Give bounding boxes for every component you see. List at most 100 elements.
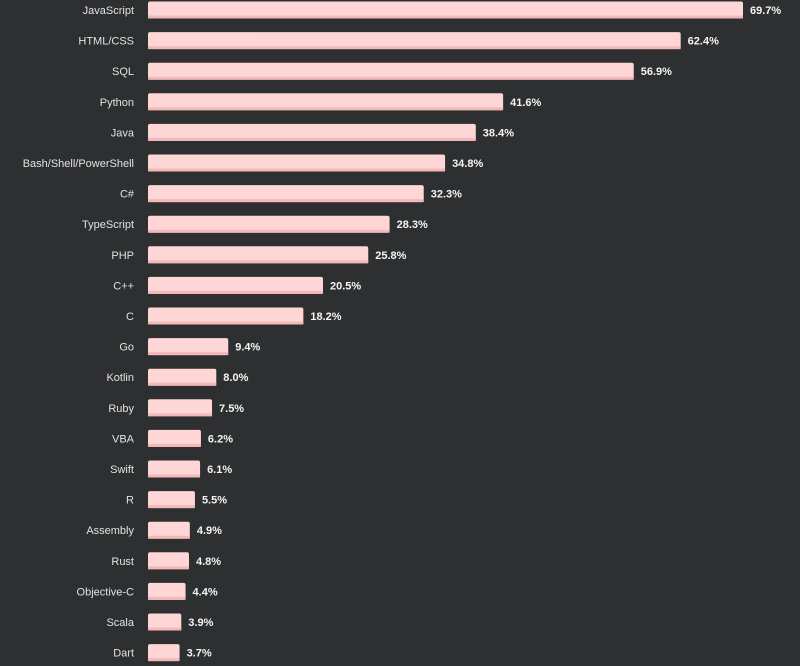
bar-row: C 18.2% [126, 307, 342, 325]
category-label: JavaScript [83, 5, 134, 17]
value-label: 69.7% [750, 5, 781, 17]
bar [148, 276, 323, 294]
bar [148, 123, 476, 141]
category-label: Python [100, 97, 134, 109]
bar [148, 246, 369, 264]
bar-shadow [148, 229, 390, 233]
bar [148, 215, 390, 233]
bar-row: Python 41.6% [100, 93, 542, 111]
bar-shadow [148, 137, 476, 141]
bar-shadow [148, 474, 201, 478]
bar-shadow [148, 382, 217, 386]
bar-shadow [148, 260, 369, 264]
bar-row: JavaScript 69.7% [83, 1, 781, 19]
category-label: Dart [113, 648, 134, 660]
category-label: SQL [112, 66, 134, 78]
bar-row: Bash/Shell/PowerShell 34.8% [23, 154, 483, 172]
bars-layer: JavaScript 69.7% HTML/CSS 62.4% SQL 56.9% Pyth… [23, 1, 781, 662]
bar-row: Java 38.4% [111, 123, 514, 141]
bar-shadow [148, 658, 180, 662]
bar-shadow [148, 505, 195, 509]
category-label: C# [120, 189, 135, 201]
bar-row: SQL 56.9% [112, 62, 672, 80]
value-label: 7.5% [219, 403, 244, 415]
bar [148, 62, 634, 80]
value-label: 25.8% [375, 250, 406, 262]
value-label: 34.8% [452, 158, 483, 170]
bar-shadow [148, 46, 681, 50]
bar [148, 491, 195, 509]
value-label: 56.9% [641, 66, 672, 78]
bar [148, 338, 229, 356]
bar-row: C++ 20.5% [113, 276, 361, 294]
bar-shadow [148, 76, 634, 80]
bar-shadow [148, 535, 190, 539]
bar-shadow [148, 199, 424, 203]
value-label: 20.5% [330, 280, 361, 292]
bar-row: Assembly 4.9% [86, 521, 222, 539]
value-label: 6.2% [208, 433, 233, 445]
bar-row: PHP 25.8% [111, 246, 407, 264]
value-label: 4.4% [193, 586, 218, 598]
category-label: Swift [110, 464, 134, 476]
bar [148, 368, 217, 386]
value-label: 62.4% [688, 36, 719, 48]
bar-row: Kotlin 8.0% [106, 368, 249, 386]
category-label: TypeScript [82, 219, 134, 231]
bar [148, 613, 182, 631]
bar-row: TypeScript 28.3% [82, 215, 428, 233]
category-label: C++ [113, 280, 134, 292]
bar-row: Go 9.4% [119, 338, 261, 356]
bar-shadow [148, 596, 186, 600]
value-label: 9.4% [235, 342, 260, 354]
bar-row: Ruby 7.5% [108, 399, 244, 417]
category-label: R [126, 495, 134, 507]
bar-shadow [148, 352, 229, 356]
bar-row: VBA 6.2% [112, 429, 233, 447]
bar-shadow [148, 627, 182, 631]
category-label: HTML/CSS [78, 36, 134, 48]
bar [148, 307, 304, 325]
bar-shadow [148, 443, 201, 447]
bar-shadow [148, 566, 189, 570]
bar [148, 185, 424, 203]
bar-row: Rust 4.8% [111, 552, 221, 570]
value-label: 6.1% [207, 464, 232, 476]
value-label: 3.7% [187, 648, 212, 660]
category-label: Assembly [86, 525, 134, 537]
bar-row: Swift 6.1% [110, 460, 232, 478]
category-label: PHP [111, 250, 134, 262]
category-label: Scala [106, 617, 134, 629]
bar [148, 32, 681, 50]
bar [148, 582, 186, 600]
bar-shadow [148, 321, 304, 325]
bar-row: HTML/CSS 62.4% [78, 32, 719, 50]
value-label: 5.5% [202, 495, 227, 507]
bar [148, 552, 189, 570]
value-label: 32.3% [431, 189, 462, 201]
category-label: Go [119, 342, 134, 354]
bar [148, 521, 190, 539]
bar [148, 154, 446, 172]
bar-row: Dart 3.7% [113, 644, 212, 662]
bar-shadow [148, 107, 504, 111]
value-label: 38.4% [483, 127, 514, 139]
category-label: Ruby [108, 403, 134, 415]
value-label: 18.2% [310, 311, 341, 323]
bar [148, 1, 743, 19]
value-label: 28.3% [397, 219, 428, 231]
category-label: Bash/Shell/PowerShell [23, 158, 134, 170]
value-label: 41.6% [510, 97, 541, 109]
bar-shadow [148, 413, 213, 417]
bar-row: Objective-C 4.4% [77, 582, 218, 600]
category-label: VBA [112, 433, 135, 445]
bar [148, 93, 504, 111]
bar-row: C# 32.3% [120, 185, 462, 203]
category-label: Java [111, 127, 135, 139]
category-label: C [126, 311, 134, 323]
bar-row: R 5.5% [126, 491, 227, 509]
bar [148, 644, 180, 662]
value-label: 4.9% [197, 525, 222, 537]
